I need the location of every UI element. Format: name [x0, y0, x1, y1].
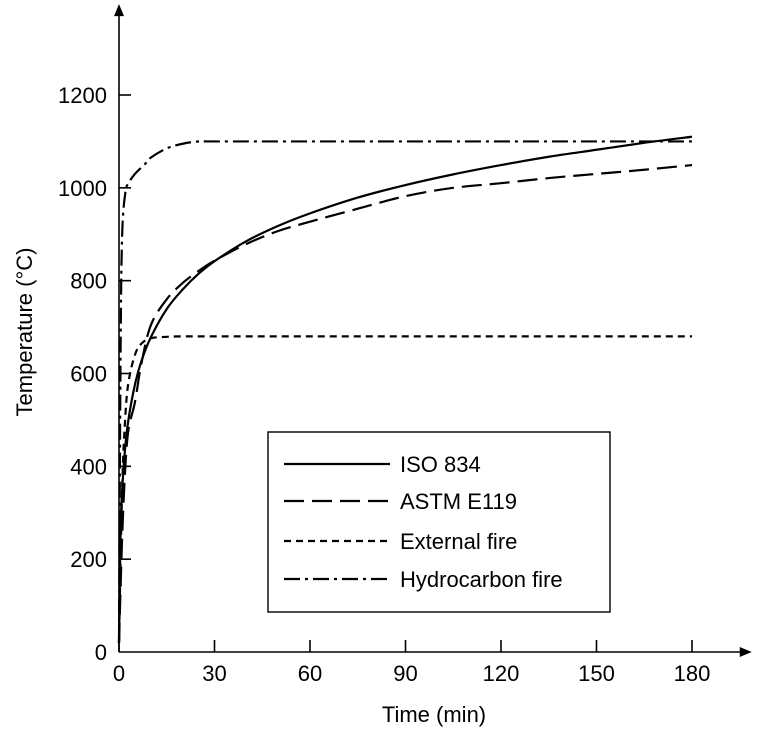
legend-label: External fire — [400, 529, 517, 554]
series-line-external-fire — [117, 335, 692, 643]
y-tick-label: 200 — [70, 547, 107, 572]
x-tick-label: 30 — [202, 661, 226, 686]
y-tick-label: 800 — [70, 269, 107, 294]
plot-series — [117, 135, 693, 643]
x-tick-label: 180 — [674, 661, 711, 686]
y-axis-label: Temperature (°C) — [12, 248, 37, 417]
x-axis-label: Time (min) — [382, 702, 486, 727]
y-tick-label: 1200 — [58, 83, 107, 108]
legend-label: Hydrocarbon fire — [400, 567, 563, 592]
legend-label: ASTM E119 — [400, 489, 517, 514]
series-line-astm-e119 — [117, 163, 693, 643]
y-axis-arrow-icon — [114, 4, 124, 17]
y-tick-label: 1000 — [58, 176, 107, 201]
y-tick-label: 400 — [70, 454, 107, 479]
ticks: 0 30 60 90 120 150 180 0 200 400 600 800 1000 1200 — [58, 83, 710, 686]
x-tick-label: 60 — [298, 661, 322, 686]
x-tick-label: 150 — [578, 661, 615, 686]
y-tick-label: 0 — [95, 640, 107, 665]
x-tick-label: 90 — [393, 661, 417, 686]
y-tick-label: 600 — [70, 362, 107, 387]
x-tick-label: 120 — [483, 661, 520, 686]
x-tick-label: 0 — [113, 661, 125, 686]
series-line-hydrocarbon-fire — [117, 140, 692, 643]
legend-label: ISO 834 — [400, 452, 481, 477]
x-axis-arrow-icon — [739, 647, 752, 657]
legend-box — [267, 431, 611, 613]
legend: ISO 834 ASTM E119 External fire Hydrocarbon… — [267, 431, 611, 613]
